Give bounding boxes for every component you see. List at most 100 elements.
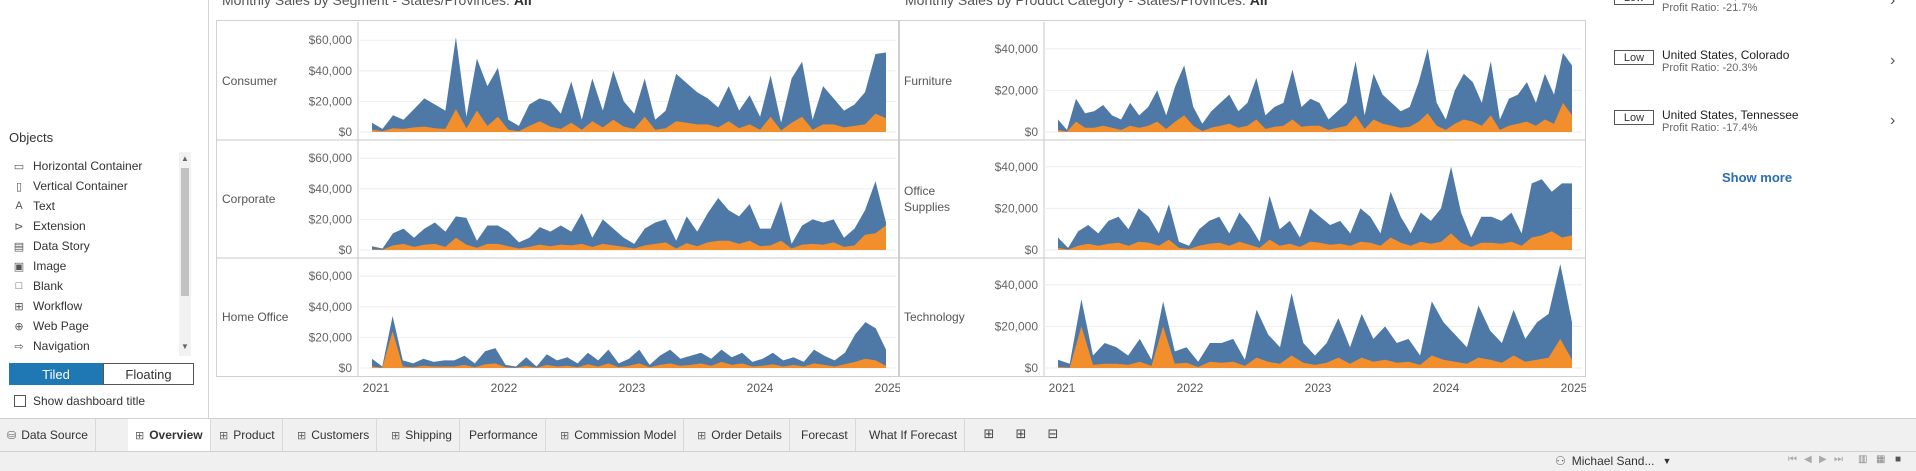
panel-label: Home Office: [222, 310, 289, 324]
profit-ratio: Profit Ratio: -17.4%: [1662, 122, 1758, 134]
object-item-label: Text: [33, 199, 56, 213]
extension-icon: ⊳: [14, 220, 24, 233]
segment-area-chart: $60,000 $40,000 $20,000 $0 Consumer $60,000 $4…: [216, 20, 900, 395]
tab-customers[interactable]: ⊞ Customers: [290, 419, 378, 451]
sales-area-home-office[interactable]: [372, 316, 886, 368]
tab-performance[interactable]: Performance: [462, 419, 546, 451]
dashboard-icon: ⊞: [560, 429, 570, 442]
tab-overview[interactable]: ⊞ Overview: [128, 419, 211, 451]
next-sheet-icon[interactable]: ▶: [1819, 454, 1827, 465]
prev-sheet-icon[interactable]: ◀: [1804, 454, 1812, 465]
objects-scrollbar[interactable]: ▲ ▼: [179, 152, 191, 356]
profit-area-corporate[interactable]: [372, 225, 886, 251]
tab-data-source[interactable]: ⛁ Data Source: [0, 419, 96, 451]
x-tick-label: 2024: [1433, 381, 1460, 395]
show-more-link[interactable]: Show more: [1722, 170, 1793, 185]
chevron-right-icon[interactable]: ›: [1890, 52, 1896, 69]
profit-ratio: Profit Ratio: -21.7%: [1662, 2, 1758, 14]
tab-label: Overview: [149, 428, 203, 442]
tab-label: Data Source: [21, 428, 88, 442]
y-tick-label: $20,000: [309, 330, 353, 344]
objects-list: ▭ Horizontal Container ▯ Vertical Container…: [0, 156, 178, 356]
object-item[interactable]: ▭ Horizontal Container: [12, 156, 143, 176]
horizontal-container-icon: ▭: [13, 160, 25, 173]
new-worksheet-icon[interactable]: ⊞: [983, 426, 995, 441]
x-tick-label: 2025: [1561, 381, 1586, 395]
floating-button[interactable]: Floating: [103, 363, 194, 385]
last-sheet-icon[interactable]: ⏭: [1834, 454, 1843, 465]
tab-shipping[interactable]: ⊞ Shipping: [384, 419, 460, 451]
tab-label: Product: [233, 428, 275, 442]
profit-area-technology[interactable]: [1058, 326, 1572, 368]
dashboard-icon: ⊞: [135, 429, 145, 442]
sales-area-consumer[interactable]: [372, 37, 886, 133]
chart-panel: $40,000 $20,000 $0 Office Supplies: [898, 139, 1586, 258]
object-item[interactable]: ⊳ Extension: [12, 216, 85, 236]
filmstrip-view-icon[interactable]: ▥: [1858, 454, 1868, 465]
object-item[interactable]: ⇨ Navigation: [12, 336, 90, 356]
object-item-label: Navigation: [33, 339, 90, 353]
y-tick-label: $40,000: [995, 278, 1039, 292]
tab-commission-model[interactable]: ⊞ Commission Model: [553, 419, 685, 451]
object-item[interactable]: ⊕ Web Page: [12, 316, 88, 336]
workflow-icon: ⊞: [14, 300, 24, 313]
y-tick-label: $60,000: [309, 151, 353, 165]
sales-area-technology[interactable]: [1058, 264, 1572, 368]
blank-icon: □: [15, 280, 23, 292]
y-tick-label: $0: [339, 243, 353, 257]
new-story-icon[interactable]: ⊟: [1047, 426, 1059, 441]
scroll-down-icon[interactable]: ▼: [181, 342, 189, 351]
tabs-view-icon[interactable]: ■: [1895, 454, 1902, 465]
tab-order-details[interactable]: ⊞ Order Details: [690, 419, 790, 451]
object-item-label: Vertical Container: [33, 179, 128, 193]
chevron-right-icon[interactable]: ›: [1890, 0, 1896, 9]
scroll-up-icon[interactable]: ▲: [181, 154, 189, 163]
object-item[interactable]: ▤ Data Story: [12, 236, 90, 256]
first-sheet-icon[interactable]: ⏮: [1788, 454, 1797, 465]
panel-label: Corporate: [222, 192, 276, 206]
x-tick-label: 2023: [619, 381, 646, 395]
object-item[interactable]: ▣ Image: [12, 256, 67, 276]
chart-frame: [898, 20, 1586, 377]
sales-area-corporate[interactable]: [372, 181, 886, 250]
database-icon: ⛁: [7, 429, 17, 442]
y-tick-label: $20,000: [995, 201, 1039, 215]
object-item[interactable]: □ Blank: [12, 276, 63, 296]
chart-panel: $40,000 $20,000 $0 Furniture: [904, 22, 1582, 140]
x-tick-label: 2025: [875, 381, 900, 395]
segment-chart-title: Monthly Sales by Segment - States/Provin…: [222, 0, 532, 8]
sales-area-furniture[interactable]: [1058, 48, 1572, 132]
y-tick-label: $0: [1025, 243, 1039, 257]
user-icon: ⚇: [1555, 454, 1566, 468]
y-tick-label: $40,000: [309, 300, 353, 314]
object-item[interactable]: ▯ Vertical Container: [12, 176, 128, 196]
tab-what-if-forecast[interactable]: What If Forecast: [862, 419, 966, 451]
tab-label: What If Forecast: [869, 428, 958, 442]
object-item[interactable]: ⊞ Workflow: [12, 296, 82, 316]
user-menu[interactable]: ⚇ Michael Sand... ▼: [1555, 452, 1671, 470]
tab-forecast[interactable]: Forecast: [794, 419, 856, 451]
profit-ratio: Profit Ratio: -20.3%: [1662, 62, 1758, 74]
tab-label: Commission Model: [574, 428, 677, 442]
tab-product[interactable]: ⊞ Product: [212, 419, 283, 451]
profit-area-office-supplies[interactable]: [1058, 231, 1572, 250]
tab-label: Performance: [469, 428, 538, 442]
chart-frame: [216, 20, 900, 377]
new-dashboard-icon[interactable]: ⊞: [1015, 426, 1027, 441]
y-tick-label: $40,000: [995, 160, 1039, 174]
y-tick-label: $20,000: [995, 319, 1039, 333]
scroll-thumb[interactable]: [181, 168, 189, 296]
object-item[interactable]: A Text: [12, 196, 55, 216]
dashboard-icon: ⊞: [391, 429, 401, 442]
image-icon: ▣: [13, 260, 25, 273]
profit-area-consumer[interactable]: [372, 109, 886, 132]
show-title-checkbox[interactable]: [14, 395, 26, 407]
profit-area-furniture[interactable]: [1058, 102, 1572, 132]
sales-area-office-supplies[interactable]: [1058, 166, 1572, 250]
chart-panel: $40,000 $20,000 $0 Technology: [898, 257, 1586, 376]
show-dashboard-title-toggle[interactable]: Show dashboard title: [14, 394, 145, 408]
grid-view-icon[interactable]: ▦: [1876, 454, 1886, 465]
tiled-button[interactable]: Tiled: [9, 363, 103, 385]
y-tick-label: $20,000: [995, 83, 1039, 97]
chevron-right-icon[interactable]: ›: [1890, 112, 1896, 129]
